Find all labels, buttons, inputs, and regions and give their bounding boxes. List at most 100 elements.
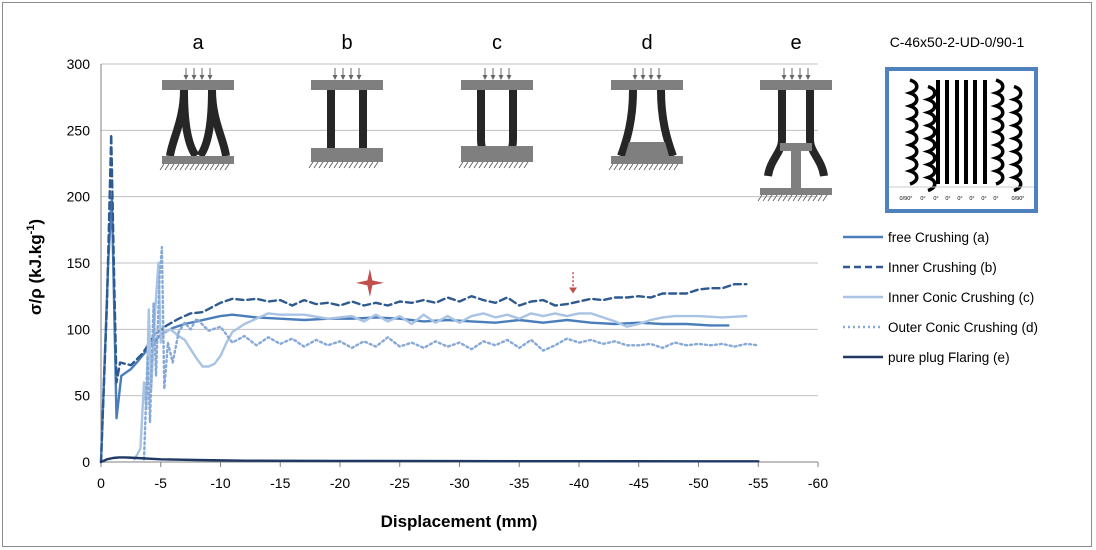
plate [611,80,683,90]
mode-label-b: b [341,32,352,54]
legend-label-1: free Crushing (a) [888,230,989,245]
hatch [184,163,190,171]
series-line-5 [99,456,760,464]
hatch [777,194,783,202]
hatch [822,194,828,202]
hatch [628,163,634,171]
tube-wall [806,90,828,177]
hatch [663,163,669,171]
load-arrow-head [490,75,496,80]
hatch [653,163,659,171]
hatch [608,163,614,171]
hatch [179,163,185,171]
series-line-3 [133,261,748,461]
hatch [313,161,319,169]
hatch [673,163,679,171]
hatch [518,161,524,169]
ply-label: 0° [933,196,938,202]
x-tick-label: -25 [390,475,410,491]
tube-wall [196,89,216,159]
hatch [508,161,514,169]
series-line-2 [99,133,748,464]
hatch [668,163,674,171]
wavy-ply [990,78,1005,186]
hatch [817,194,823,202]
ply-label: 0° [981,196,986,202]
y-tick-label: 0 [82,454,90,470]
load-arrow-head [340,75,346,80]
y-tick-label: 250 [67,122,91,138]
hatch [214,163,220,171]
x-tick-label: -15 [270,475,290,491]
wavy-ply [922,84,937,193]
x-tick-label: -50 [688,475,708,491]
load-arrow-head [648,75,654,80]
y-tick-label: 150 [67,255,91,271]
mode-label-d: d [641,32,652,54]
x-tick-label: -45 [629,475,649,491]
hatch [199,163,205,171]
load-arrow-head [199,75,205,80]
hatch [308,161,314,169]
ply-label: 0° [957,196,962,202]
y-axis-label: σ/ρ (kJ.kg-1) [25,219,45,315]
hatch [787,194,793,202]
hatch [757,194,763,202]
y-axis-ticks: 0 50 100 150 200 250 300 [67,56,91,470]
hatch [767,194,773,202]
hatch [513,161,519,169]
plug-head [780,143,812,151]
plate [760,80,832,90]
hatch [797,194,803,202]
hatch [169,163,175,171]
hatch [338,161,344,169]
plug-stem [791,151,801,188]
hatch [159,163,165,171]
hatch [792,194,798,202]
plate [461,80,533,90]
hatch [194,163,200,171]
tube-wall [657,89,677,158]
hatch [488,161,494,169]
load-arrow-head [498,75,504,80]
series-line-1 [99,195,730,464]
hatch [164,163,170,171]
specimen-diagram: C-46x50-2-UD-0/90-1 0/90° 0° 0° 0° 0° 0° 0° 0° 0… [885,34,1038,213]
ply-label: 0° [969,196,974,202]
hatch [363,161,369,169]
hatch [224,163,230,171]
hatch [782,194,788,202]
mode-e: e [757,32,832,202]
hatch [373,161,379,169]
legend-label-4: Outer Conic Crushing (d) [888,320,1038,335]
hatch [323,161,329,169]
ply-label: 0° [993,196,998,202]
hatch [648,163,654,171]
hatch [812,194,818,202]
plate [162,80,234,90]
hatch [802,194,808,202]
y-tick-label: 300 [67,56,91,72]
load-arrow-head [797,75,803,80]
x-tick-label: -55 [748,475,768,491]
load-arrow-head [789,75,795,80]
hatch [328,161,334,169]
tube-wall [327,90,339,156]
plate [311,80,383,90]
series-lines [99,133,760,464]
load-arrow-head [356,75,362,80]
hatch [204,163,210,171]
tube-wall [355,90,367,156]
specimen-title: C-46x50-2-UD-0/90-1 [890,34,1025,50]
load-arrow-head [805,75,811,80]
load-arrow-head [640,75,646,80]
hatch [343,161,349,169]
hatch [807,194,813,202]
plate [611,156,683,164]
load-arrow-head [348,75,354,80]
hatch [318,161,324,169]
load-arrow-head [506,75,512,80]
legend-label-2: Inner Crushing (b) [888,260,997,275]
